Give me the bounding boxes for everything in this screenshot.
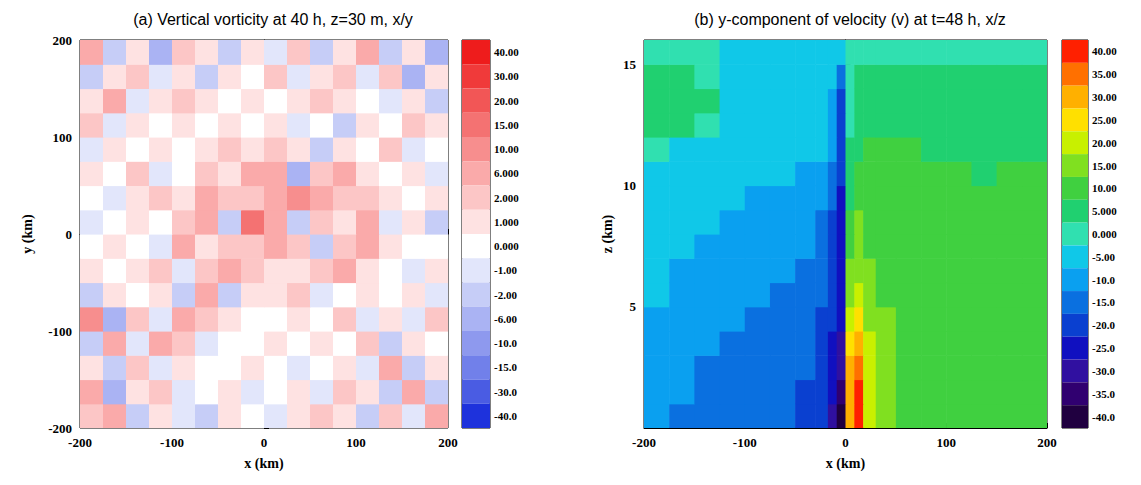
svg-text:-200: -200 (48, 421, 72, 436)
svg-text:0: 0 (261, 435, 268, 450)
svg-text:0.000: 0.000 (494, 240, 519, 252)
svg-text:x (km): x (km) (826, 456, 866, 472)
svg-text:30.00: 30.00 (494, 70, 519, 82)
svg-text:2.000: 2.000 (494, 192, 519, 204)
svg-text:-100: -100 (48, 324, 72, 339)
svg-text:30.00: 30.00 (1092, 91, 1117, 103)
svg-text:-6.00: -6.00 (494, 313, 517, 325)
svg-text:20.00: 20.00 (1092, 137, 1117, 149)
svg-text:20.00: 20.00 (494, 95, 519, 107)
svg-text:-5.00: -5.00 (1092, 251, 1115, 263)
svg-text:0: 0 (842, 435, 849, 450)
svg-text:(b) y-component of velocity (v: (b) y-component of velocity (v) at t=48 … (694, 11, 1006, 28)
svg-text:-30.0: -30.0 (1092, 365, 1115, 377)
svg-text:200: 200 (53, 33, 73, 48)
svg-text:-35.0: -35.0 (1092, 388, 1115, 400)
svg-text:200: 200 (1037, 435, 1057, 450)
svg-text:-200: -200 (68, 435, 92, 450)
svg-text:-200: -200 (632, 435, 656, 450)
svg-text:100: 100 (53, 130, 73, 145)
svg-text:-40.0: -40.0 (494, 410, 517, 422)
svg-text:-2.00: -2.00 (494, 289, 517, 301)
svg-text:6.000: 6.000 (494, 167, 519, 179)
svg-text:5: 5 (630, 299, 637, 314)
svg-text:100: 100 (346, 435, 366, 450)
svg-text:-30.0: -30.0 (494, 386, 517, 398)
svg-text:10: 10 (623, 178, 636, 193)
svg-text:-20.0: -20.0 (1092, 319, 1115, 331)
svg-text:10.00: 10.00 (494, 143, 519, 155)
svg-text:25.00: 25.00 (1092, 114, 1117, 126)
svg-text:-15.0: -15.0 (494, 361, 517, 373)
svg-text:-1.00: -1.00 (494, 264, 517, 276)
svg-text:(a) Vertical vorticity at 40 h: (a) Vertical vorticity at 40 h, z=30 m, … (133, 11, 413, 28)
svg-text:15: 15 (623, 57, 637, 72)
svg-text:0.000: 0.000 (1092, 228, 1117, 240)
svg-text:-100: -100 (160, 435, 184, 450)
svg-text:35.00: 35.00 (1092, 68, 1117, 80)
svg-text:5.000: 5.000 (1092, 205, 1117, 217)
svg-text:200: 200 (438, 435, 458, 450)
svg-text:y (km): y (km) (20, 214, 36, 254)
svg-text:10.00: 10.00 (1092, 182, 1117, 194)
svg-text:1.000: 1.000 (494, 216, 519, 228)
svg-text:0: 0 (66, 227, 73, 242)
svg-text:-25.0: -25.0 (1092, 342, 1115, 354)
svg-text:z (km): z (km) (600, 214, 616, 253)
svg-text:-40.0: -40.0 (1092, 411, 1115, 423)
svg-text:-100: -100 (733, 435, 757, 450)
svg-text:40.00: 40.00 (1092, 45, 1117, 57)
svg-text:15.00: 15.00 (494, 119, 519, 131)
svg-text:-15.0: -15.0 (1092, 296, 1115, 308)
svg-text:x (km): x (km) (244, 456, 284, 472)
svg-text:15.00: 15.00 (1092, 160, 1117, 172)
svg-text:-10.0: -10.0 (1092, 274, 1115, 286)
svg-text:40.00: 40.00 (494, 46, 519, 58)
svg-text:100: 100 (937, 435, 957, 450)
svg-text:-10.0: -10.0 (494, 337, 517, 349)
